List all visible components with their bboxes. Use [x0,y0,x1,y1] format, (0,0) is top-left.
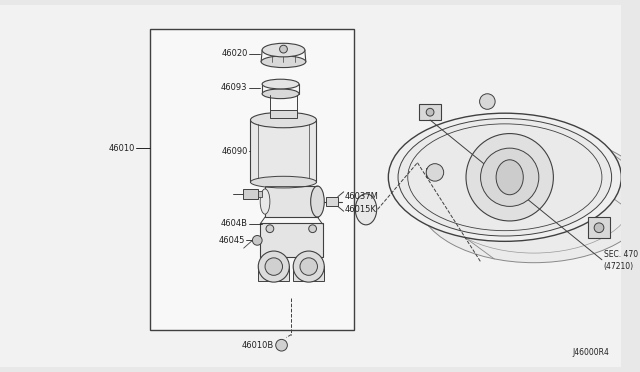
Circle shape [594,223,604,232]
Ellipse shape [262,89,299,99]
Ellipse shape [262,43,305,57]
Bar [260,223,323,257]
Bar [293,266,324,281]
Bar [419,105,441,120]
Ellipse shape [496,160,524,195]
Ellipse shape [250,176,317,188]
Bar [326,197,338,206]
Text: 4604B: 4604B [221,219,248,228]
Bar [243,189,259,199]
Bar [259,266,289,281]
Circle shape [479,94,495,109]
Bar [426,167,435,177]
Circle shape [426,108,434,116]
Text: 46020: 46020 [221,49,248,58]
Text: 46010B: 46010B [241,341,274,350]
Ellipse shape [262,79,299,89]
Circle shape [280,45,287,53]
Circle shape [259,251,289,282]
Bar [588,217,610,238]
Circle shape [426,164,444,181]
Bar [250,120,317,182]
Circle shape [466,134,554,221]
Circle shape [252,235,262,245]
Text: (47210): (47210) [604,262,634,271]
Circle shape [265,258,282,275]
Text: 46093: 46093 [221,83,248,93]
Circle shape [308,225,317,232]
Ellipse shape [417,135,640,263]
Circle shape [266,225,274,232]
Bar [259,191,262,197]
Text: 46015K: 46015K [345,205,376,214]
Ellipse shape [250,112,317,128]
Ellipse shape [388,113,621,241]
Ellipse shape [310,186,324,217]
Text: 46010: 46010 [109,144,135,153]
Ellipse shape [355,194,377,225]
Circle shape [276,339,287,351]
Circle shape [481,148,539,206]
Bar [265,186,319,217]
Ellipse shape [261,56,306,68]
Circle shape [293,251,324,282]
Circle shape [300,258,317,275]
Ellipse shape [398,119,612,236]
Bar [150,29,355,330]
Text: 46037M: 46037M [345,192,378,201]
Text: J46000R4: J46000R4 [573,347,610,356]
Ellipse shape [260,189,270,214]
Bar [270,110,297,118]
Text: SEC. 470: SEC. 470 [604,250,638,259]
Text: 46045: 46045 [218,236,244,245]
Text: 46090: 46090 [221,147,248,155]
